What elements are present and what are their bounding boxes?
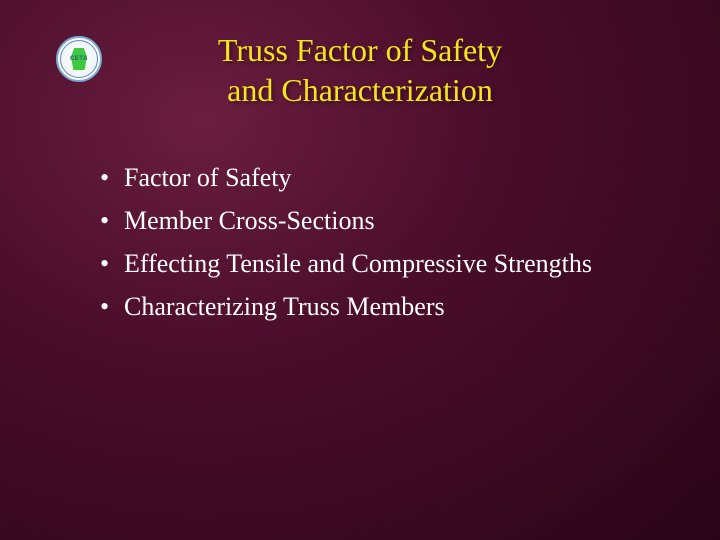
title-line-1: Truss Factor of Safety bbox=[0, 30, 720, 70]
list-item: Factor of Safety bbox=[100, 158, 720, 197]
logo-abbrev-text: CETA bbox=[70, 56, 88, 62]
logo-badge: CETA bbox=[56, 36, 102, 82]
list-item: Effecting Tensile and Compressive Streng… bbox=[100, 244, 720, 283]
list-item: Characterizing Truss Members bbox=[100, 287, 720, 326]
logo-outer-ring: CETA bbox=[56, 36, 102, 82]
title-line-2: and Characterization bbox=[0, 70, 720, 110]
bullet-list: Factor of Safety Member Cross-Sections E… bbox=[100, 158, 720, 326]
slide-title: Truss Factor of Safety and Characterizat… bbox=[0, 0, 720, 110]
list-item: Member Cross-Sections bbox=[100, 201, 720, 240]
logo-inner-circle: CETA bbox=[60, 40, 98, 78]
